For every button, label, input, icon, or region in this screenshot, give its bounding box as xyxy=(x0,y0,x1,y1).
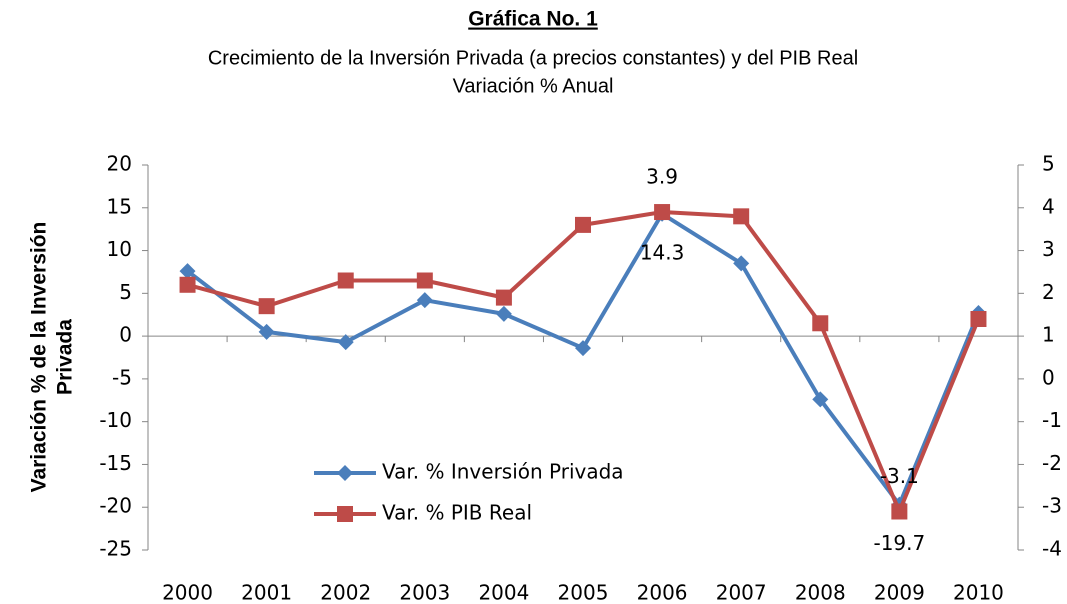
data-point xyxy=(416,272,433,289)
x-tick-label: 2008 xyxy=(795,581,846,604)
chart-subtitle: Crecimiento de la Inversión Privada (a p… xyxy=(208,47,858,69)
y2-tick-label: -1 xyxy=(1042,408,1062,432)
y-tick-label: -10 xyxy=(99,408,132,432)
y-axis-title-line: Privada xyxy=(54,319,77,395)
chart-subtitle: Variación % Anual xyxy=(453,75,614,97)
x-tick-label: 2007 xyxy=(716,581,767,604)
data-label: 3.9 xyxy=(646,165,678,189)
x-tick-label: 2003 xyxy=(399,581,450,604)
chart-title: Gráfica No. 1 xyxy=(468,8,598,31)
legend-marker xyxy=(337,465,353,481)
data-point xyxy=(733,255,750,272)
data-point xyxy=(495,305,512,322)
y2-tick-label: -2 xyxy=(1042,451,1062,475)
data-point xyxy=(179,276,196,293)
x-tick-label: 2004 xyxy=(478,581,529,604)
data-point xyxy=(179,263,196,280)
y-tick-label: 10 xyxy=(107,237,132,261)
data-point xyxy=(970,311,987,327)
data-label: 14.3 xyxy=(640,240,685,264)
y-tick-label: -5 xyxy=(112,365,132,389)
y-tick-label: 5 xyxy=(119,280,132,304)
data-point xyxy=(891,503,908,520)
y-axis-title: Variación % de la Inversión Privada xyxy=(28,222,77,493)
y-tick-label: 20 xyxy=(107,152,132,176)
data-point xyxy=(654,204,671,221)
y2-tick-label: -3 xyxy=(1042,494,1062,518)
data-point xyxy=(733,208,750,225)
y-tick-label: -15 xyxy=(99,451,132,475)
data-label: -19.7 xyxy=(873,531,925,555)
data-point xyxy=(416,292,433,309)
y2-tick-label: -4 xyxy=(1042,537,1062,561)
data-point xyxy=(337,334,354,351)
data-point xyxy=(575,216,591,233)
y2-tick-label: 5 xyxy=(1042,152,1055,176)
x-tick-label: 2009 xyxy=(874,581,925,604)
data-label: -3.1 xyxy=(880,464,919,488)
data-point xyxy=(495,289,512,306)
x-tick-label: 2005 xyxy=(558,581,609,604)
data-point xyxy=(337,272,354,289)
x-tick-label: 2000 xyxy=(162,581,213,604)
y2-tick-label: 0 xyxy=(1042,365,1055,389)
y2-tick-label: 2 xyxy=(1042,280,1055,304)
y2-tick-label: 4 xyxy=(1042,194,1055,218)
y-axis-title-line: Variación % de la Inversión xyxy=(28,222,51,493)
y2-tick-label: 3 xyxy=(1042,237,1055,261)
y-tick-label: -25 xyxy=(99,537,132,561)
y-tick-label: 0 xyxy=(119,323,132,347)
data-point xyxy=(258,323,275,340)
legend-marker xyxy=(337,506,353,522)
data-point xyxy=(812,391,829,408)
x-tick-label: 2002 xyxy=(320,581,371,604)
legend-label: Var. % Inversión Privada xyxy=(382,460,624,484)
y2-tick-label: 1 xyxy=(1042,323,1055,347)
x-tick-label: 2010 xyxy=(953,581,1004,604)
y-tick-label: 15 xyxy=(107,194,132,218)
legend-label: Var. % PIB Real xyxy=(382,501,532,525)
data-point xyxy=(575,340,591,357)
x-tick-label: 2001 xyxy=(241,581,292,604)
x-tick-label: 2006 xyxy=(637,581,688,604)
y-tick-label: -20 xyxy=(99,494,132,518)
data-point xyxy=(258,298,275,315)
data-point xyxy=(812,315,829,332)
